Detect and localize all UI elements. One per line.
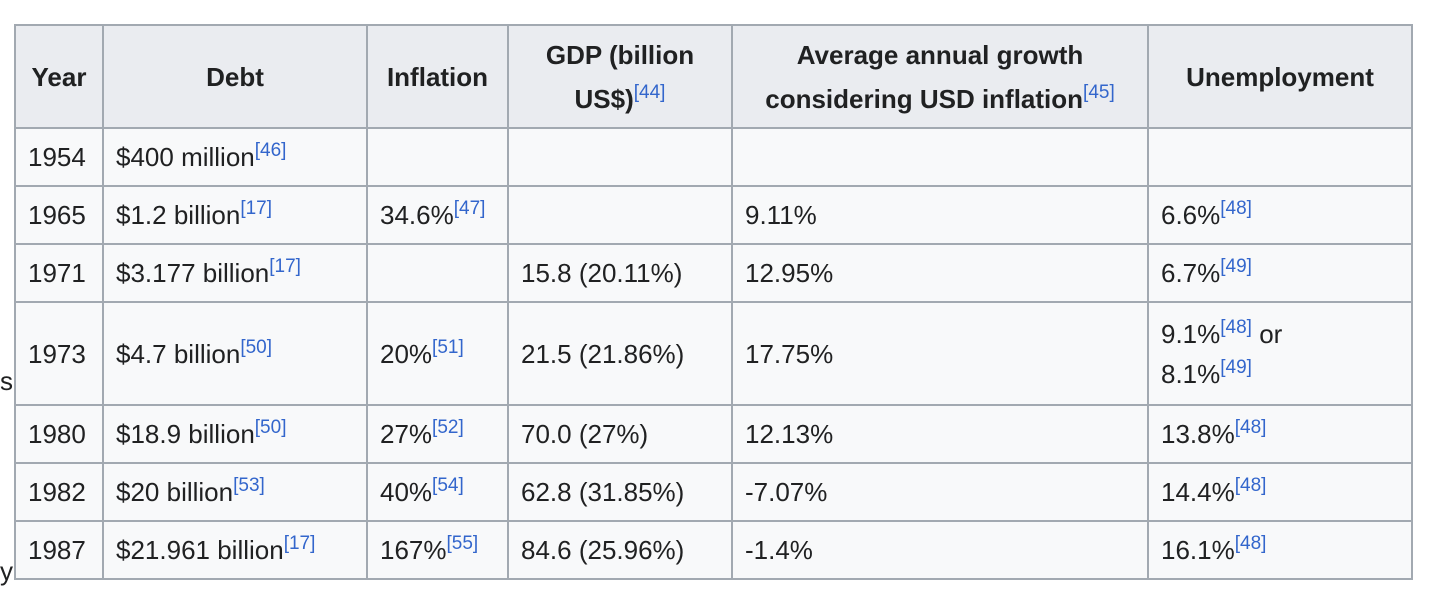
cell-gdp: 62.8 (31.85%) xyxy=(507,462,733,522)
cell-unemployment: 14.4%[48] xyxy=(1147,462,1413,522)
cell-gdp: 15.8 (20.11%) xyxy=(507,243,733,303)
cell-unemployment: 6.6%[48] xyxy=(1147,185,1413,245)
cell-inflation: 40%[54] xyxy=(366,462,509,522)
cell-year: 1982 xyxy=(14,462,104,522)
citation-link[interactable]: [17] xyxy=(283,533,316,554)
cell-debt: $400 million[46] xyxy=(102,127,368,187)
header-inflation: Inflation xyxy=(366,24,509,129)
citation-link[interactable]: [46] xyxy=(254,140,287,161)
header-gdp: GDP (billion US$)[44] xyxy=(507,24,733,129)
table-header-row: Year Debt Inflation GDP (billion US$)[44… xyxy=(14,24,1413,129)
citation-link[interactable]: [17] xyxy=(240,198,273,219)
cell-year: 1971 xyxy=(14,243,104,303)
cut-off-text-fragment: s xyxy=(0,366,13,396)
cell-gdp: 70.0 (27%) xyxy=(507,404,733,464)
cell-unemployment xyxy=(1147,127,1413,187)
cell-growth: 9.11% xyxy=(731,185,1149,245)
citation-link[interactable]: [54] xyxy=(432,475,464,496)
debt-statistics-table: Year Debt Inflation GDP (billion US$)[44… xyxy=(14,24,1413,580)
citation-link[interactable]: [48] xyxy=(1220,316,1252,338)
cell-inflation xyxy=(366,127,509,187)
cell-unemployment: 6.7%[49] xyxy=(1147,243,1413,303)
cell-gdp xyxy=(507,185,733,245)
citation-link[interactable]: [47] xyxy=(453,198,486,219)
cell-inflation: 20%[51] xyxy=(366,301,509,406)
cell-unemployment: 16.1%[48] xyxy=(1147,520,1413,580)
citation-link[interactable]: [49] xyxy=(1220,256,1252,277)
cell-inflation xyxy=(366,243,509,303)
cell-debt: $18.9 billion[50] xyxy=(102,404,368,464)
cell-year: 1987 xyxy=(14,520,104,580)
cell-debt: $21.961 billion[17] xyxy=(102,520,368,580)
cell-debt: $20 billion[53] xyxy=(102,462,368,522)
cell-year: 1973 xyxy=(14,301,104,406)
cell-year: 1954 xyxy=(14,127,104,187)
cut-off-text-fragment: y xyxy=(0,556,13,586)
cell-growth: -7.07% xyxy=(731,462,1149,522)
cell-gdp xyxy=(507,127,733,187)
citation-link[interactable]: [48] xyxy=(1234,475,1267,496)
cell-growth: 17.75% xyxy=(731,301,1149,406)
header-year: Year xyxy=(14,24,104,129)
cell-year: 1965 xyxy=(14,185,104,245)
cell-year: 1980 xyxy=(14,404,104,464)
table-row: 1973 $4.7 billion[50] 20%[51] 21.5 (21.8… xyxy=(14,301,1413,406)
cell-inflation: 27%[52] xyxy=(366,404,509,464)
citation-link[interactable]: [48] xyxy=(1234,533,1267,554)
cell-debt: $4.7 billion[50] xyxy=(102,301,368,406)
header-debt: Debt xyxy=(102,24,368,129)
citation-link[interactable]: [55] xyxy=(446,533,479,554)
cell-debt: $3.177 billion[17] xyxy=(102,243,368,303)
table-row: 1954 $400 million[46] xyxy=(14,127,1413,187)
citation-link[interactable]: [50] xyxy=(254,417,287,438)
cell-debt: $1.2 billion[17] xyxy=(102,185,368,245)
cell-inflation: 34.6%[47] xyxy=(366,185,509,245)
header-growth: Average annual growth considering USD in… xyxy=(731,24,1149,129)
citation-link[interactable]: [49] xyxy=(1220,356,1252,378)
cell-unemployment: 9.1%[48] or 8.1%[49] xyxy=(1147,301,1413,406)
table-row: 1982 $20 billion[53] 40%[54] 62.8 (31.85… xyxy=(14,462,1413,522)
citation-link[interactable]: [48] xyxy=(1220,198,1252,219)
table-row: 1980 $18.9 billion[50] 27%[52] 70.0 (27%… xyxy=(14,404,1413,464)
table-row: 1987 $21.961 billion[17] 167%[55] 84.6 (… xyxy=(14,520,1413,580)
citation-link[interactable]: [52] xyxy=(432,417,464,438)
header-unemployment: Unemployment xyxy=(1147,24,1413,129)
cell-gdp: 21.5 (21.86%) xyxy=(507,301,733,406)
table-row: 1971 $3.177 billion[17] 15.8 (20.11%) 12… xyxy=(14,243,1413,303)
table-row: 1965 $1.2 billion[17] 34.6%[47] 9.11% 6.… xyxy=(14,185,1413,245)
citation-link[interactable]: [48] xyxy=(1234,417,1267,438)
cell-inflation: 167%[55] xyxy=(366,520,509,580)
citation-link[interactable]: [50] xyxy=(240,336,273,358)
cell-unemployment: 13.8%[48] xyxy=(1147,404,1413,464)
citation-link[interactable]: [44] xyxy=(633,81,666,103)
citation-link[interactable]: [51] xyxy=(432,336,464,358)
citation-link[interactable]: [45] xyxy=(1083,81,1115,103)
citation-link[interactable]: [17] xyxy=(269,256,301,277)
cell-growth xyxy=(731,127,1149,187)
cell-growth: 12.95% xyxy=(731,243,1149,303)
citation-link[interactable]: [53] xyxy=(233,475,265,496)
cell-gdp: 84.6 (25.96%) xyxy=(507,520,733,580)
cell-growth: -1.4% xyxy=(731,520,1149,580)
cell-growth: 12.13% xyxy=(731,404,1149,464)
